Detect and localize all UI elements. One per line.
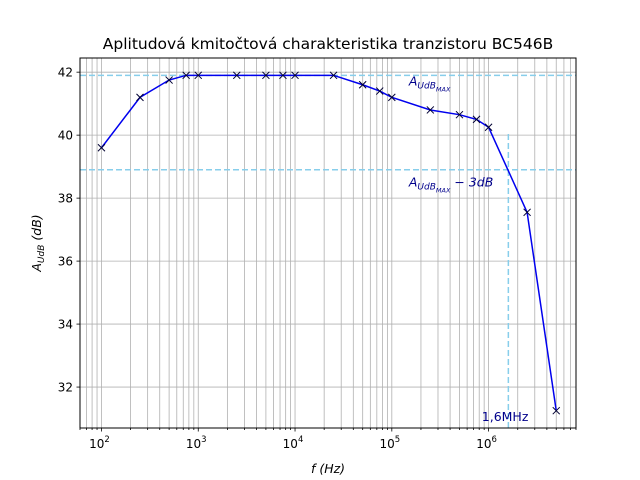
y-tick-label: 38 bbox=[58, 192, 73, 206]
data-point bbox=[329, 71, 338, 80]
plot-frame bbox=[79, 57, 577, 429]
marker-stroke bbox=[232, 71, 241, 80]
marker-stroke bbox=[552, 406, 561, 415]
data-point bbox=[387, 93, 396, 102]
data-point bbox=[472, 115, 481, 124]
data-point bbox=[136, 93, 144, 102]
y-grid bbox=[80, 71, 576, 388]
annotation-amax-minus-3db: AUdBMAX − 3dB bbox=[408, 174, 493, 194]
marker-stroke bbox=[484, 123, 493, 132]
marker-stroke bbox=[182, 71, 191, 80]
annotations: AUdBMAX AUdBMAX − 3dB 1,6MHz bbox=[408, 74, 529, 424]
marker-stroke bbox=[426, 106, 435, 114]
annotation-cutoff-frequency: 1,6MHz bbox=[482, 409, 529, 424]
marker-stroke bbox=[262, 71, 270, 80]
marker-stroke bbox=[358, 80, 367, 89]
data-point bbox=[552, 406, 561, 415]
y-tick-label: 36 bbox=[58, 255, 73, 269]
marker-stroke bbox=[472, 115, 481, 124]
data-point bbox=[97, 143, 106, 152]
data-point bbox=[194, 71, 203, 80]
annotation-amax: AUdBMAX bbox=[408, 74, 451, 94]
y-tick-label: 32 bbox=[58, 381, 73, 395]
data-point bbox=[232, 71, 241, 80]
data-point bbox=[358, 80, 367, 89]
marker-stroke bbox=[523, 208, 531, 217]
x-tick-label: 105 bbox=[379, 435, 400, 451]
marker-stroke bbox=[455, 110, 464, 119]
y-tick-label: 42 bbox=[58, 66, 73, 80]
marker-stroke bbox=[136, 93, 144, 102]
marker-stroke bbox=[97, 143, 106, 152]
data-point bbox=[375, 87, 384, 95]
data-point bbox=[426, 106, 435, 114]
axis-ticks: 102 103 104 105 106 32 34 36 38 40 42 bbox=[58, 66, 577, 451]
marker-stroke bbox=[329, 71, 338, 80]
x-tick-label: 106 bbox=[476, 435, 497, 451]
marker-stroke bbox=[165, 76, 173, 84]
x-axis-label: f (Hz) bbox=[311, 461, 345, 476]
marker-stroke bbox=[194, 71, 203, 80]
data-point bbox=[182, 71, 191, 80]
marker-stroke bbox=[387, 93, 396, 102]
chart-title: Aplitudová kmitočtová charakteristika tr… bbox=[103, 35, 553, 53]
x-tick-label: 102 bbox=[89, 435, 110, 451]
y-tick-label: 34 bbox=[58, 318, 73, 332]
data-series bbox=[97, 71, 561, 415]
data-point bbox=[523, 208, 531, 217]
series-line bbox=[100, 74, 557, 411]
marker-stroke bbox=[291, 71, 299, 80]
data-point bbox=[455, 110, 464, 119]
x-tick-label: 103 bbox=[186, 435, 207, 451]
y-axis-label: AUdB (dB) bbox=[29, 214, 47, 272]
marker-stroke bbox=[375, 87, 384, 95]
data-point bbox=[484, 123, 493, 132]
y-tick-label: 40 bbox=[58, 129, 73, 143]
x-tick-label: 104 bbox=[283, 435, 304, 451]
data-point bbox=[291, 71, 299, 80]
data-point bbox=[165, 76, 173, 84]
data-point bbox=[279, 71, 287, 80]
marker-stroke bbox=[279, 71, 287, 80]
reference-lines bbox=[80, 74, 576, 428]
data-point bbox=[262, 71, 270, 80]
x-grid bbox=[79, 58, 577, 428]
